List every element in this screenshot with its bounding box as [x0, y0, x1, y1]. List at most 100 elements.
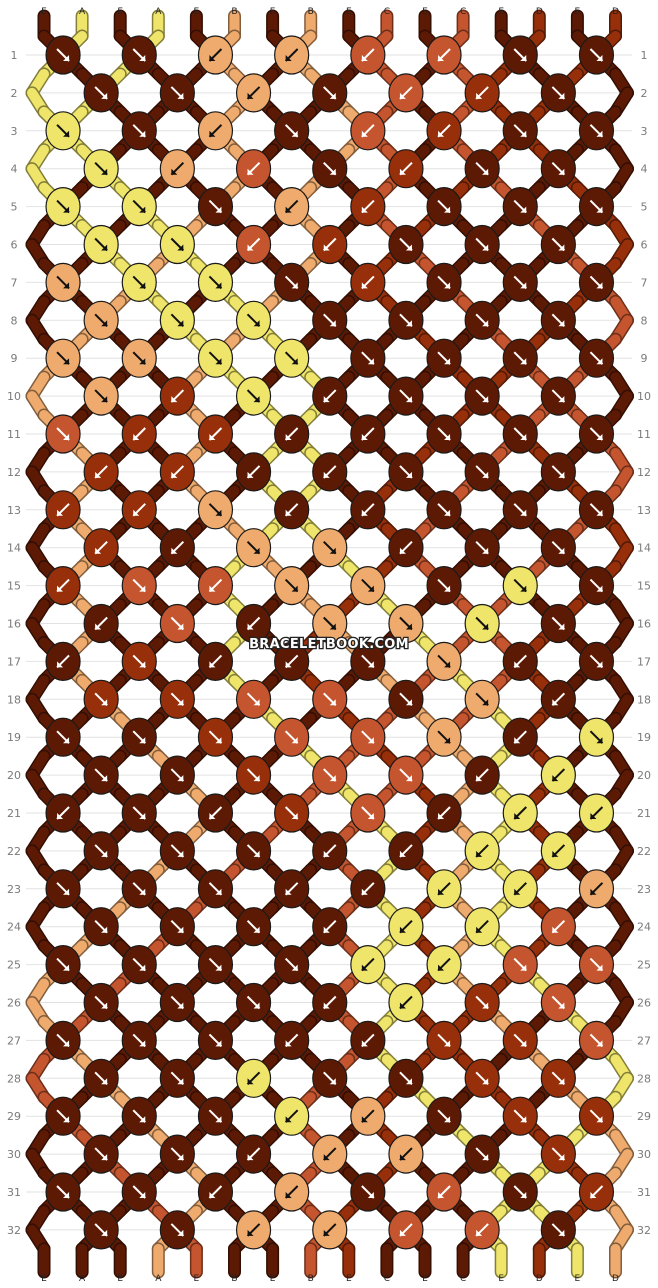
knot-arrowhead [247, 168, 254, 175]
knot-arrowhead [139, 358, 146, 365]
knot [502, 944, 538, 985]
knot-arrowhead [520, 282, 527, 289]
knot-arrowhead [558, 244, 565, 251]
row-label-right: 1 [641, 49, 648, 62]
knot [464, 982, 500, 1023]
knot [350, 1096, 386, 1136]
knot [350, 869, 386, 909]
knot-arrowhead [558, 547, 565, 554]
knot [350, 1020, 386, 1061]
row-label-left: 1 [11, 49, 18, 62]
knot [274, 187, 310, 227]
knot [578, 641, 615, 682]
knot [388, 1210, 424, 1250]
knot-arrowhead [291, 964, 298, 971]
knot-arrowhead [514, 661, 521, 668]
knot [274, 869, 310, 909]
knot [540, 1058, 576, 1098]
knot-arrowhead [329, 775, 336, 782]
row-label-right: 18 [637, 693, 651, 706]
knot [464, 376, 500, 416]
knot-arrowhead [444, 1116, 451, 1123]
knot [426, 338, 462, 378]
knot-arrowhead [139, 1192, 146, 1198]
knot-arrowhead [139, 813, 146, 819]
knot [312, 603, 348, 644]
knot [312, 528, 348, 568]
knot [312, 376, 348, 416]
knot [464, 300, 500, 340]
knot [578, 944, 615, 985]
knot [45, 641, 81, 682]
knot [159, 907, 195, 947]
knot [159, 603, 195, 644]
knot [121, 187, 157, 227]
knot [121, 1096, 157, 1136]
knot [121, 414, 157, 454]
knot-arrowhead [133, 434, 140, 440]
knot [121, 490, 157, 530]
knot-arrowhead [520, 358, 527, 365]
knot-arrowhead [215, 509, 222, 516]
knot-arrowhead [291, 585, 298, 592]
knot [464, 831, 500, 871]
knot [312, 149, 348, 189]
knot-arrowhead [405, 623, 412, 630]
knot-arrowhead [177, 926, 184, 933]
knot-arrowhead [367, 661, 374, 668]
row-label-left: 27 [7, 1034, 21, 1047]
knot-arrowhead [139, 1040, 146, 1047]
knot-arrowhead [367, 737, 374, 744]
knot [83, 603, 119, 644]
knot-arrowhead [399, 1002, 406, 1009]
row-label-right: 15 [637, 580, 651, 593]
knot-arrowhead [361, 1040, 368, 1047]
knot-arrowhead [444, 661, 451, 668]
row-label-right: 24 [637, 921, 651, 934]
knot [350, 717, 386, 757]
knot-arrowhead [482, 320, 489, 327]
knot-arrowhead [253, 926, 260, 933]
knot-arrowhead [596, 206, 603, 213]
knot [388, 831, 424, 871]
knot [578, 1096, 615, 1136]
knot-arrowhead [438, 964, 445, 971]
knot-arrowhead [520, 1116, 527, 1123]
knot-arrowhead [596, 661, 603, 668]
knot [274, 35, 310, 75]
knot [578, 565, 615, 606]
row-label-right: 29 [637, 1110, 651, 1123]
knot [464, 603, 500, 644]
knot [159, 73, 195, 113]
row-label-right: 26 [637, 997, 651, 1010]
knot-arrowhead [171, 471, 178, 478]
row-label-left: 11 [7, 428, 21, 441]
knot [45, 565, 81, 606]
knot [159, 982, 195, 1023]
knot-arrowhead [399, 547, 406, 554]
row-label-right: 2 [641, 87, 648, 100]
knot-arrowhead [482, 699, 489, 706]
knot [45, 262, 81, 302]
strand-label-top: B [308, 7, 314, 17]
knot [121, 338, 157, 378]
knot-arrowhead [444, 737, 451, 744]
knot-arrowhead [590, 888, 597, 895]
knot [578, 1020, 615, 1061]
knot-arrowhead [399, 850, 406, 857]
knot-arrowhead [285, 888, 292, 895]
knot [83, 831, 119, 871]
row-label-right: 16 [637, 618, 651, 631]
knot-arrowhead [177, 1229, 184, 1236]
knot [540, 376, 576, 416]
knot-arrowhead [63, 1040, 70, 1047]
knot-arrowhead [139, 206, 146, 213]
knot-arrowhead [552, 850, 559, 857]
knot [159, 300, 195, 340]
knot-arrowhead [329, 168, 336, 175]
strand-label-bottom: D [536, 1274, 543, 1284]
knot [350, 414, 386, 454]
row-label-right: 32 [637, 1224, 651, 1237]
knot-arrowhead [361, 434, 368, 440]
row-label-left: 28 [7, 1072, 21, 1085]
